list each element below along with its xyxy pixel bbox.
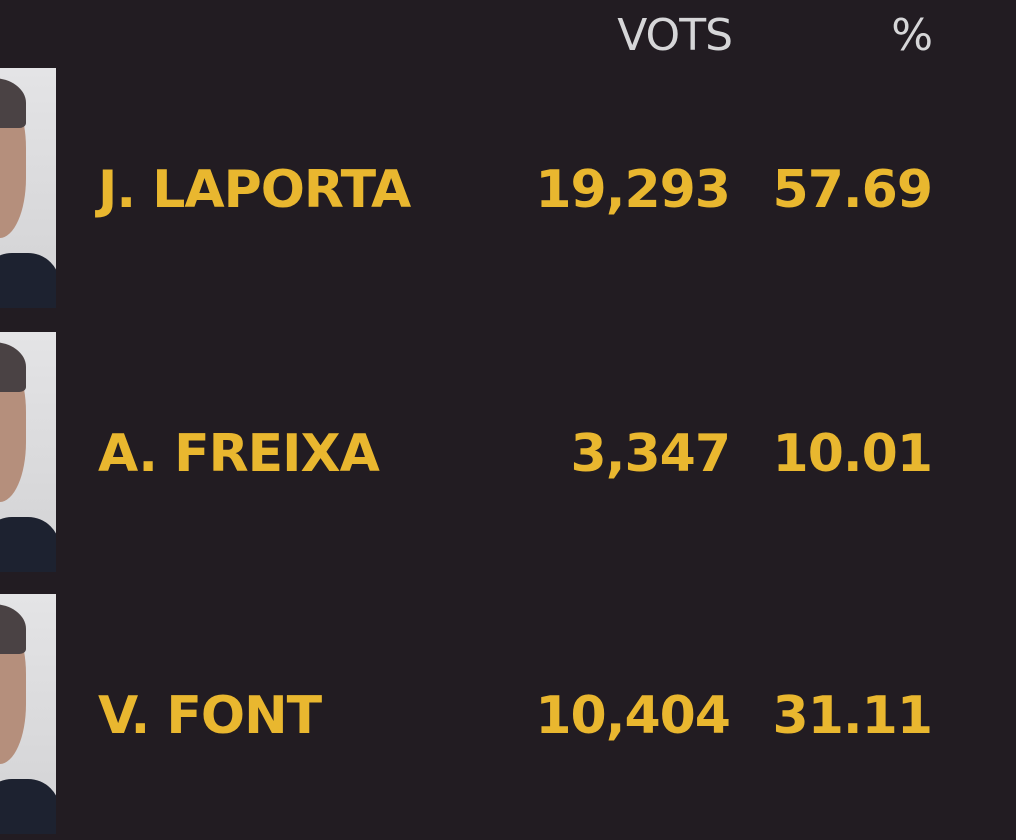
candidate-votes: 19,293	[535, 160, 731, 220]
candidate-row: V. FONT 10,404 31.11	[0, 594, 1016, 834]
candidate-photo	[0, 594, 56, 834]
percent-column-header: %	[891, 10, 933, 61]
votes-column-header: VOTS	[617, 10, 733, 61]
candidate-percent: 57.69	[772, 160, 933, 220]
candidate-votes: 3,347	[570, 424, 731, 484]
candidate-name: J. LAPORTA	[98, 160, 411, 220]
candidate-photo	[0, 332, 56, 572]
candidate-votes: 10,404	[535, 686, 731, 746]
candidate-name: A. FREIXA	[98, 424, 380, 484]
candidate-percent: 31.11	[772, 686, 933, 746]
candidate-name: V. FONT	[98, 686, 322, 746]
candidate-photo	[0, 68, 56, 308]
candidate-row: J. LAPORTA 19,293 57.69	[0, 68, 1016, 308]
candidate-percent: 10.01	[772, 424, 933, 484]
candidate-row: A. FREIXA 3,347 10.01	[0, 332, 1016, 572]
